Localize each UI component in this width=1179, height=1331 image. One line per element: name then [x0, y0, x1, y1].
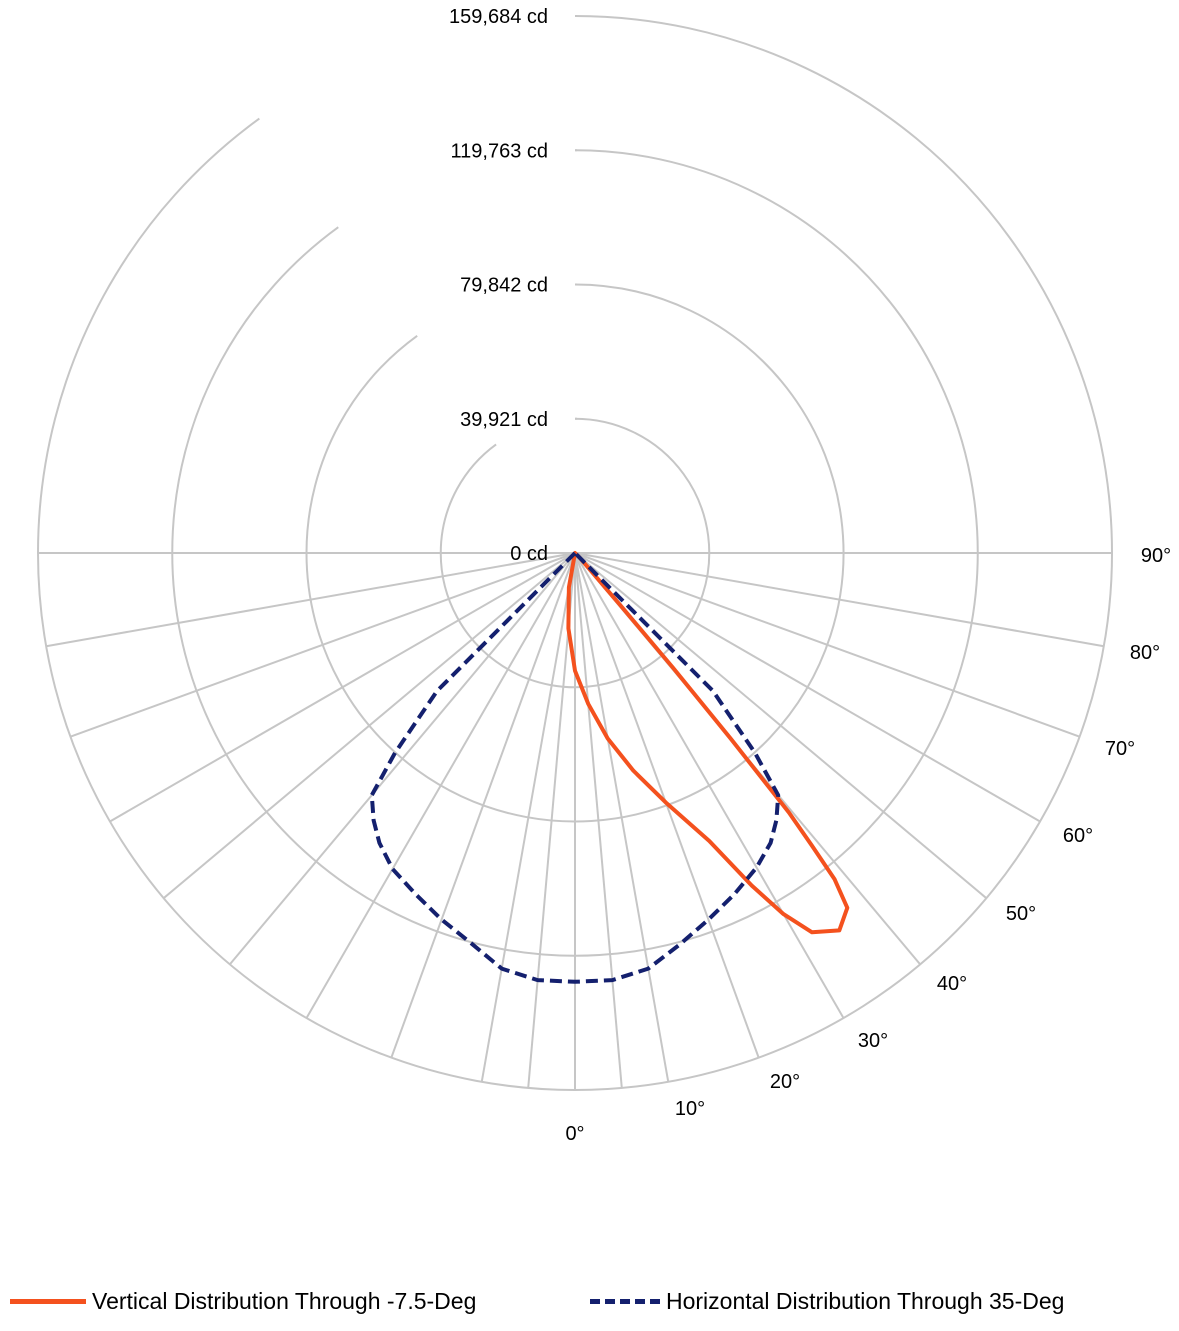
angle-tick-label-0: 0°: [565, 1123, 584, 1145]
radial-tick-label-2: 79,842 cd: [460, 275, 548, 297]
spoke-60: [574, 552, 1041, 823]
spoke-70: [574, 552, 1080, 738]
spoke--80: [45, 552, 576, 648]
legend-swatch-vertical: [10, 1299, 86, 1304]
spoke-5: [574, 552, 623, 1089]
spoke-30: [574, 552, 845, 1019]
spoke-80: [574, 552, 1105, 648]
radial-tick-label-3: 119,763 cd: [451, 140, 549, 162]
legend-item-vertical: Vertical Distribution Through -7.5-Deg: [10, 1288, 476, 1315]
angle-tick-label-20: 20°: [770, 1071, 800, 1093]
radial-grid: [37, 15, 1113, 1091]
radial-tick-label-4: 159,684 cd: [449, 6, 548, 28]
spoke--40: [229, 552, 576, 966]
angle-tick-label-60: 60°: [1063, 825, 1093, 847]
polar-chart: 0 cd 39,921 cd 79,842 cd 119,763 cd 159,684 …: [37, 6, 1171, 1145]
legend-item-horizontal: Horizontal Distribution Through 35-Deg: [590, 1288, 1064, 1315]
ring-1: [439, 417, 711, 689]
legend-swatch-horizontal: [590, 1299, 660, 1304]
angle-tick-label-50: 50°: [1006, 903, 1036, 925]
spoke--60: [109, 552, 576, 823]
legend: Vertical Distribution Through -7.5-Deg H…: [0, 1288, 1179, 1328]
ring-3: [171, 149, 979, 957]
legend-label-horizontal: Horizontal Distribution Through 35-Deg: [666, 1288, 1065, 1314]
angle-tick-label-40: 40°: [937, 973, 967, 995]
radial-tick-label-0: 0 cd: [510, 543, 548, 565]
legend-label-vertical: Vertical Distribution Through -7.5-Deg: [92, 1288, 477, 1314]
angle-tick-label-80: 80°: [1130, 642, 1160, 664]
ring-4: [37, 15, 1113, 1091]
angle-tick-labels: 0° 10° 20° 30° 40° 50° 60° 70° 80° 90°: [565, 545, 1171, 1145]
spoke--50: [162, 552, 576, 899]
ring-2: [305, 283, 845, 823]
spoke-50: [574, 552, 988, 899]
series-0-line: [566, 551, 850, 935]
series-layer: [369, 551, 850, 984]
spoke-10: [574, 552, 670, 1083]
angle-tick-label-90: 90°: [1141, 545, 1171, 567]
spoke--70: [70, 552, 576, 738]
angle-tick-label-10: 10°: [675, 1098, 705, 1120]
angle-tick-label-30: 30°: [858, 1030, 888, 1052]
angular-grid: [38, 552, 1112, 1090]
radial-tick-labels: 0 cd 39,921 cd 79,842 cd 119,763 cd 159,684 …: [449, 6, 548, 565]
radial-tick-label-1: 39,921 cd: [460, 409, 548, 431]
spoke--20: [390, 552, 576, 1058]
spoke--5: [527, 552, 576, 1089]
spoke--30: [305, 552, 576, 1019]
angle-tick-label-70: 70°: [1105, 738, 1135, 760]
spoke--10: [480, 552, 576, 1083]
